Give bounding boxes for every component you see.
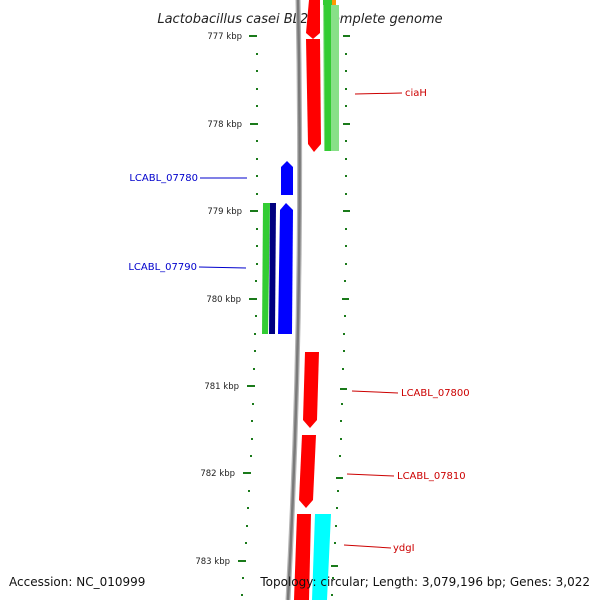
cyan-feature-ydgI[interactable] bbox=[312, 514, 331, 600]
gene-label-LCABL-07810[interactable]: LCABL_07810 bbox=[397, 471, 466, 482]
forward-cds-LCABL-07800[interactable] bbox=[303, 352, 319, 428]
inner-tick-ring bbox=[238, 35, 258, 596]
topology-text: Topology: circular; Length: 3,079,196 bp… bbox=[260, 575, 590, 589]
green-feature-ciaH[interactable] bbox=[324, 5, 331, 151]
tick-label-780: 780 kbp bbox=[206, 295, 241, 305]
tick-label-783: 783 kbp bbox=[195, 557, 230, 567]
green-feature-inner[interactable] bbox=[262, 203, 270, 334]
forward-cds-top[interactable] bbox=[306, 0, 320, 39]
tick-label-781: 781 kbp bbox=[204, 382, 239, 392]
gene-label-LCABL-07780[interactable]: LCABL_07780 bbox=[129, 173, 198, 184]
gene-label-ciaH[interactable]: ciaH bbox=[405, 88, 427, 99]
orange-feature-top[interactable] bbox=[332, 0, 336, 5]
genome-backbone-core bbox=[286, 0, 301, 600]
label-line-LCABL-07790 bbox=[198, 266, 247, 269]
reverse-cds-LCABL-07790[interactable] bbox=[278, 203, 293, 334]
gene-label-LCABL-07800[interactable]: LCABL_07800 bbox=[401, 388, 470, 399]
tick-label-778: 778 kbp bbox=[207, 120, 242, 130]
forward-cds-ydgI[interactable] bbox=[294, 514, 311, 600]
label-line-LCABL-07810 bbox=[346, 473, 395, 477]
forward-cds-ciaH[interactable] bbox=[306, 39, 321, 152]
label-line-ciaH bbox=[354, 92, 403, 95]
tick-label-779: 779 kbp bbox=[207, 207, 242, 217]
label-line-LCABL-07800 bbox=[351, 390, 399, 394]
reverse-cds-LCABL-07780[interactable] bbox=[281, 161, 293, 195]
outer-tick-ring bbox=[331, 35, 350, 596]
dark-reverse-feature[interactable] bbox=[269, 203, 276, 334]
gene-label-ydgI[interactable]: ydgI bbox=[393, 543, 415, 554]
tick-label-782: 782 kbp bbox=[200, 469, 235, 479]
forward-cds-LCABL-07810[interactable] bbox=[299, 435, 316, 508]
tick-label-777: 777 kbp bbox=[207, 32, 242, 42]
gene-label-LCABL-07790[interactable]: LCABL_07790 bbox=[128, 262, 197, 273]
accession-text: Accession: NC_010999 bbox=[9, 575, 146, 589]
label-line-ydgI bbox=[343, 544, 392, 549]
